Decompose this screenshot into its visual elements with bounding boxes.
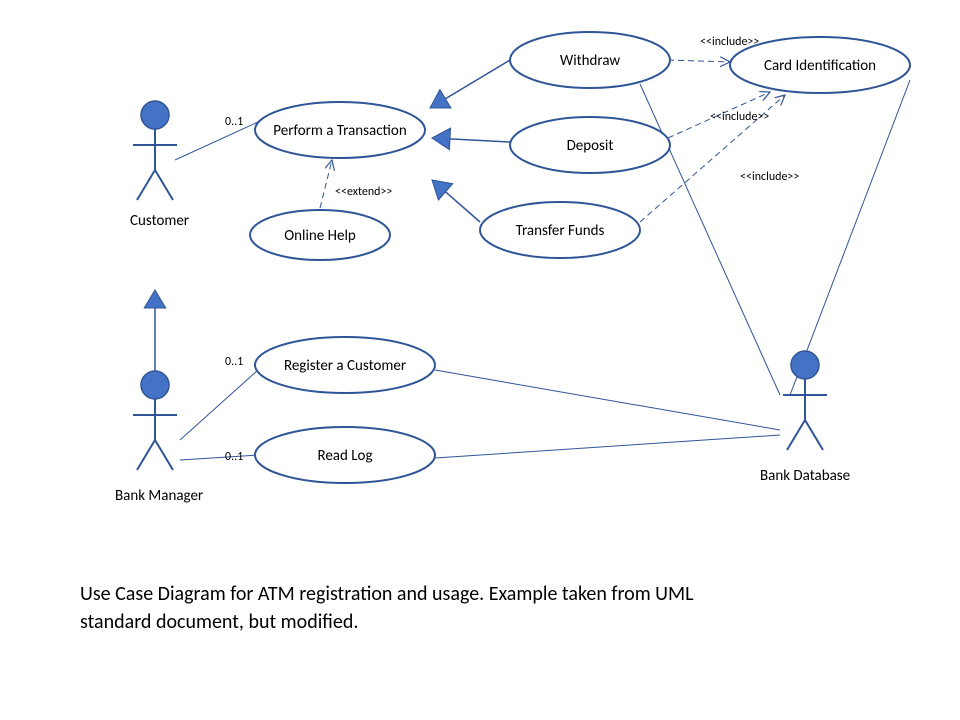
usecase-label: Transfer Funds <box>516 222 605 240</box>
association-line <box>790 80 910 395</box>
association-line <box>435 370 780 430</box>
usecase-readLog: Read Log <box>255 427 435 483</box>
stereotype-label: <<extend>> <box>335 185 392 199</box>
actor-label: Bank Manager <box>115 487 203 505</box>
multiplicity-label: 0..1 <box>225 115 243 129</box>
usecase-label: Deposit <box>567 137 614 155</box>
usecase-label: Read Log <box>317 447 372 465</box>
usecase-label: Perform a Transaction <box>273 122 406 140</box>
multiplicity-label: 0..1 <box>225 355 243 369</box>
actor-customer: Customer <box>130 101 189 230</box>
generalization-line <box>450 139 510 142</box>
actor-bank-database: Bank Database <box>760 351 850 485</box>
usecase-deposit: Deposit <box>510 117 670 173</box>
usecase-label: Register a Customer <box>284 357 406 375</box>
caption-line: standard document, but modified. <box>80 610 358 634</box>
association-line <box>180 455 258 460</box>
multiplicity-label: 0..1 <box>225 450 243 464</box>
generalization-arrowhead <box>432 180 453 200</box>
stereotype-label: <<include>> <box>710 110 769 124</box>
actor-label: Customer <box>130 212 189 230</box>
association-line <box>640 84 780 395</box>
association-line <box>180 370 258 440</box>
stereotype-label: <<include>> <box>740 170 799 184</box>
stereotype-label: <<include>> <box>700 35 759 49</box>
actor-label: Bank Database <box>760 467 850 485</box>
usecase-register: Register a Customer <box>255 337 435 393</box>
usecase-label: Online Help <box>284 227 356 245</box>
generalization-line <box>446 192 480 222</box>
actor-bank-manager: Bank Manager <box>115 371 203 505</box>
usecase-label: Card Identification <box>764 57 876 75</box>
usecase-transfer: Transfer Funds <box>480 202 640 258</box>
dependency-arrow <box>668 60 730 62</box>
association-line <box>435 435 780 458</box>
actor-head-icon <box>141 101 169 129</box>
generalization-arrowhead <box>432 128 451 150</box>
actor-head-icon <box>791 351 819 379</box>
usecase-withdraw: Withdraw <box>510 32 670 88</box>
generalization-arrowhead <box>144 290 166 308</box>
usecase-onlineHelp: Online Help <box>250 210 390 260</box>
caption-line: Use Case Diagram for ATM registration an… <box>80 582 694 606</box>
usecase-label: Withdraw <box>560 52 621 70</box>
dependency-arrow <box>320 160 332 208</box>
actor-head-icon <box>141 371 169 399</box>
usecase-perform: Perform a Transaction <box>255 102 425 158</box>
generalization-line <box>445 60 510 99</box>
association-line <box>175 122 258 160</box>
generalization-arrowhead <box>430 89 451 108</box>
